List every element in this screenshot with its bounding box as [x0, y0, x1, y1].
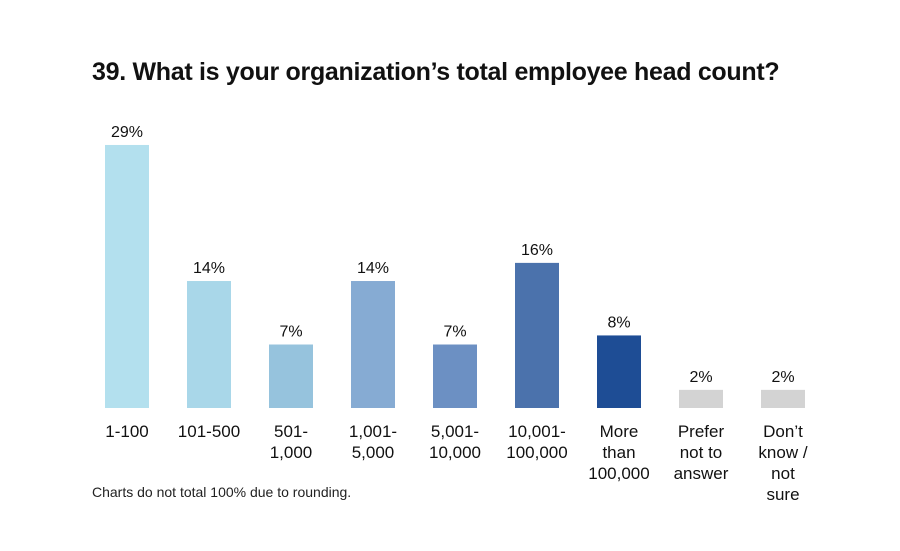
bar-9 — [761, 389, 805, 408]
category-label-line: 1-100 — [105, 422, 148, 441]
category-label-line: 10,001- — [508, 422, 566, 441]
category-label-line: 1,000 — [270, 443, 313, 462]
bar-8 — [679, 389, 723, 408]
category-label-line: 1,001- — [349, 422, 397, 441]
category-label-line: sure — [766, 485, 799, 504]
category-label-line: not — [771, 464, 795, 483]
bar-1 — [105, 144, 149, 408]
value-label-2: 14% — [193, 260, 225, 277]
value-label-4: 14% — [357, 260, 389, 277]
value-label-9: 2% — [771, 369, 794, 386]
category-label-line: More — [600, 422, 639, 441]
category-label-line: 5,000 — [352, 443, 395, 462]
category-label-1: 1-100 — [105, 422, 148, 441]
category-label-line: 100,000 — [588, 464, 649, 483]
category-label-line: Don’t — [763, 422, 803, 441]
bar-7 — [597, 335, 641, 408]
category-label-line: 501- — [274, 422, 308, 441]
value-label-7: 8% — [607, 314, 630, 331]
category-label-7: More than 100,000 — [588, 422, 649, 483]
category-label-9: Don’t know / not sure — [758, 422, 807, 504]
category-label-4: 1,001- 5,000 — [349, 422, 397, 462]
category-label-line: 10,000 — [429, 443, 481, 462]
value-label-3: 7% — [279, 324, 302, 341]
category-label-line: 100,000 — [506, 443, 567, 462]
value-labels-layer: 29% 14% 7% 14% 7% 16% 8% 2% 2% — [111, 124, 795, 386]
category-label-3: 501- 1,000 — [270, 422, 313, 462]
category-label-line: Prefer — [678, 422, 725, 441]
value-label-5: 7% — [443, 324, 466, 341]
value-label-1: 29% — [111, 124, 143, 141]
bar-2 — [187, 281, 231, 408]
category-label-6: 10,001- 100,000 — [506, 422, 567, 462]
category-label-line: than — [602, 443, 635, 462]
value-label-8: 2% — [689, 369, 712, 386]
category-label-5: 5,001- 10,000 — [429, 422, 481, 462]
value-label-6: 16% — [521, 242, 553, 259]
bar-6 — [515, 262, 559, 408]
bar-5 — [433, 344, 477, 408]
category-label-line: answer — [674, 464, 729, 483]
bar-3 — [269, 344, 313, 408]
bars-layer — [105, 144, 805, 408]
category-label-2: 101-500 — [178, 422, 240, 441]
category-labels-layer: 1-100 101-500 501- 1,000 1,001- 5,000 5,001- 10… — [105, 422, 808, 504]
footnote: Charts do not total 100% due to rounding… — [92, 484, 352, 500]
category-label-line: 5,001- — [431, 422, 479, 441]
bar-4 — [351, 281, 395, 408]
category-label-8: Prefer not to answer — [674, 422, 729, 483]
category-label-line: 101-500 — [178, 422, 240, 441]
category-label-line: not to — [680, 443, 723, 462]
chart-title: 39. What is your organization’s total em… — [92, 58, 780, 86]
category-label-line: know / — [758, 443, 807, 462]
